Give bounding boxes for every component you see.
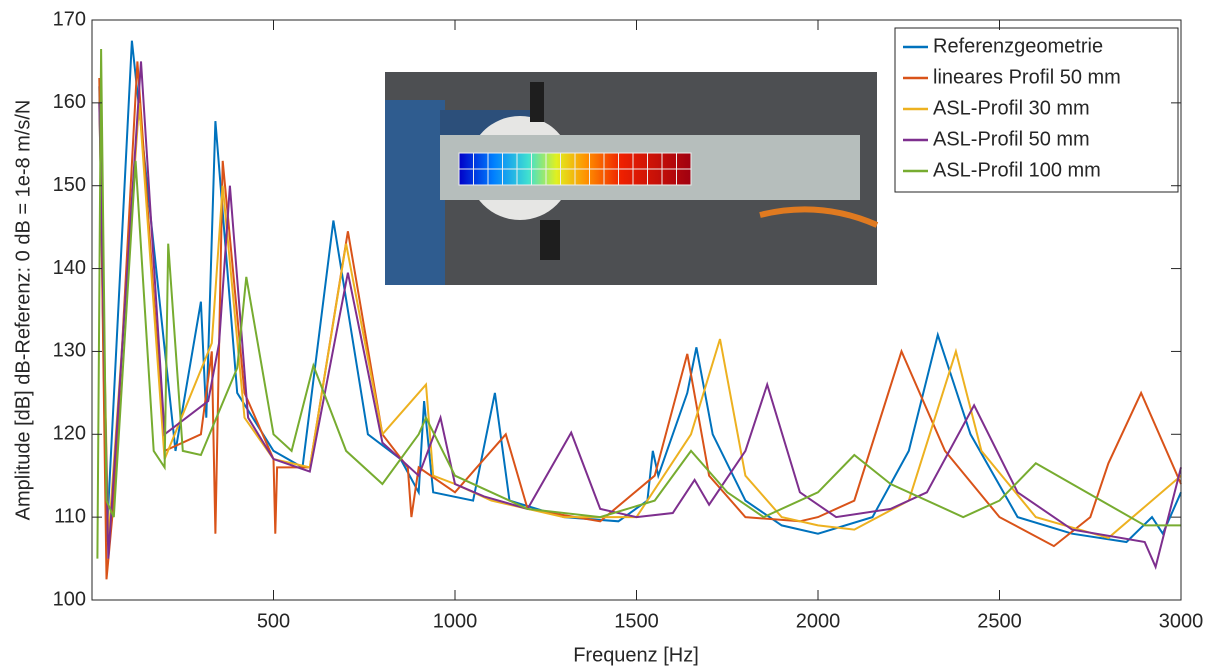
y-tick-label: 100 xyxy=(53,588,86,610)
y-tick-label: 150 xyxy=(53,174,86,196)
x-tick-label: 3000 xyxy=(1159,610,1204,632)
y-tick-label: 120 xyxy=(53,423,86,445)
y-tick-label: 170 xyxy=(53,8,86,30)
x-tick-label: 2500 xyxy=(977,610,1022,632)
y-tick-label: 140 xyxy=(53,257,86,279)
legend-label: ASL-Profil 30 mm xyxy=(933,97,1090,119)
series-line xyxy=(96,48,1181,559)
x-tick-label: 1500 xyxy=(614,610,659,632)
series-line xyxy=(98,102,1182,543)
y-tick-label: 160 xyxy=(53,91,86,113)
y-axis-label: Amplitude [dB] dB-Referenz: 0 dB = 1e-8 … xyxy=(12,100,34,521)
inset-photo xyxy=(385,72,879,285)
x-tick-label: 2000 xyxy=(796,610,841,632)
series-line xyxy=(98,61,1182,570)
legend xyxy=(894,27,1179,193)
y-tick-label: 130 xyxy=(53,340,86,362)
x-tick-label: 1000 xyxy=(433,610,478,632)
x-tick-label: 500 xyxy=(257,610,290,632)
legend-label: lineares Profil 50 mm xyxy=(933,66,1121,88)
y-tick-label: 110 xyxy=(54,505,86,527)
legend-label: ASL-Profil 100 mm xyxy=(933,159,1101,181)
legend-label: ASL-Profil 50 mm xyxy=(933,128,1090,150)
plot xyxy=(96,40,1182,580)
x-axis-label: Frequenz [Hz] xyxy=(573,644,699,666)
legend-label: Referenzgeometrie xyxy=(933,35,1103,57)
